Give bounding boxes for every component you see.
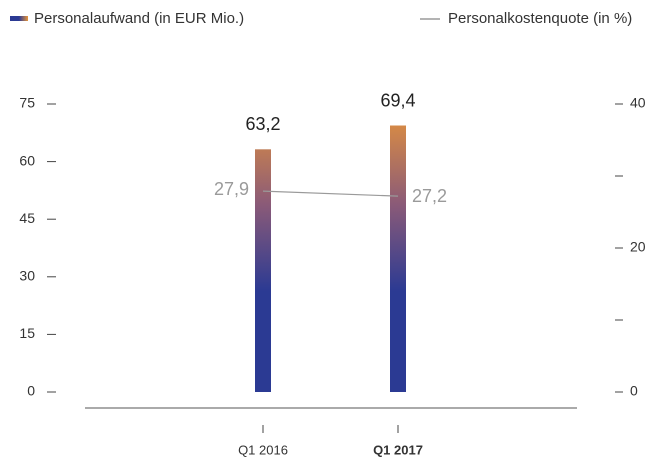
bar-value-label: 69,4 xyxy=(380,90,415,110)
bar xyxy=(390,125,406,392)
line xyxy=(262,190,399,197)
bar-value-label: 63,2 xyxy=(245,114,280,134)
y-tick-label: 30 xyxy=(19,268,35,284)
y-tick-label: 45 xyxy=(19,210,35,226)
legend-label: Personalaufwand (in EUR Mio.) xyxy=(34,10,244,27)
y-tick-label: 0 xyxy=(27,383,35,399)
line-value-label: 27,9 xyxy=(214,179,249,199)
x-tick-label: Q1 2016 xyxy=(238,442,288,457)
y-tick-label: 15 xyxy=(19,325,35,341)
bar xyxy=(255,149,271,392)
x-tick-label: Q1 2017 xyxy=(373,442,423,457)
legend-swatch xyxy=(10,16,28,21)
y-tick-label: 60 xyxy=(19,152,35,168)
y2-tick-label: 20 xyxy=(630,239,646,255)
line-value-label: 27,2 xyxy=(412,186,447,206)
legend-label: Personalkostenquote (in %) xyxy=(448,10,632,27)
y-tick-label: 75 xyxy=(19,95,35,111)
y2-tick-label: 40 xyxy=(630,95,646,111)
y2-tick-label: 0 xyxy=(630,383,638,399)
